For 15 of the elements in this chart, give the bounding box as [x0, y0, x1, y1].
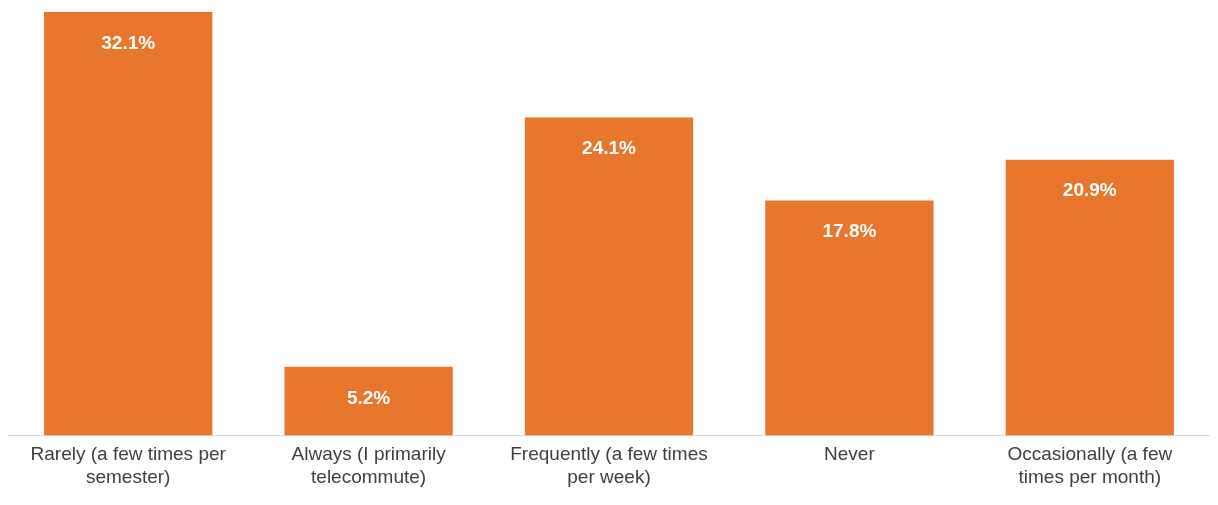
data-label: 17.8% [822, 220, 877, 242]
x-tick-label: Occasionally (a few times per month) [1007, 443, 1173, 487]
bar [284, 366, 453, 436]
x-tick-label: Never [824, 443, 876, 465]
bar [765, 200, 934, 436]
x-tick-label: Rarely (a few times per semester) [30, 443, 227, 487]
data-label: 32.1% [101, 31, 156, 53]
bar [1005, 159, 1174, 436]
bar [524, 117, 694, 436]
data-label: 20.9% [1062, 179, 1117, 201]
data-label: 5.2% [346, 386, 391, 408]
data-label: 24.1% [582, 137, 637, 159]
bar [44, 12, 213, 436]
x-tick-label: Always (I primarily telecommute) [291, 443, 447, 487]
x-tick-label: Frequently (a few times per week) [510, 443, 708, 487]
